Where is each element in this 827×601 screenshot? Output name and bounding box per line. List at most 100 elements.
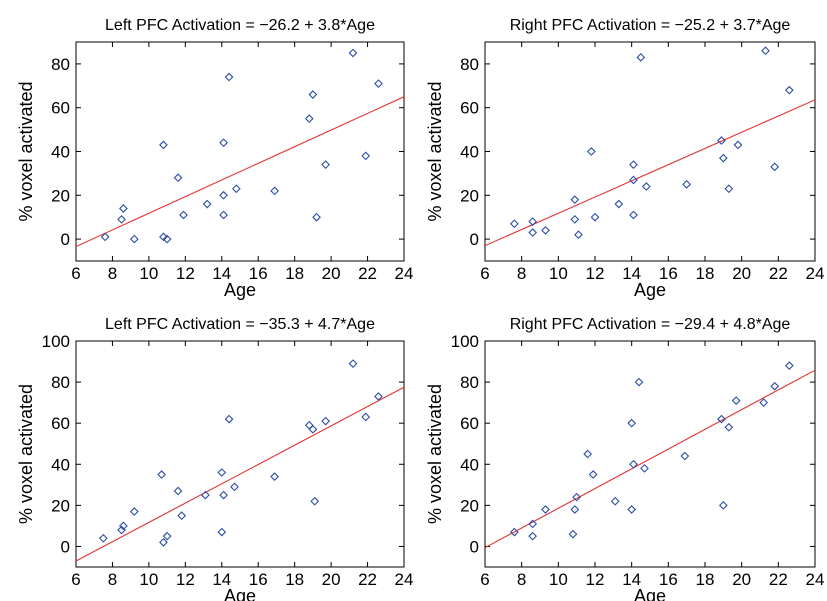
x-tick-label: 12 bbox=[586, 570, 605, 589]
x-tick-label: 20 bbox=[732, 264, 751, 283]
data-point bbox=[321, 160, 331, 170]
y-tick-label: 20 bbox=[460, 496, 479, 515]
regression-line bbox=[485, 369, 815, 549]
y-tick-label: 60 bbox=[51, 414, 70, 433]
data-point bbox=[588, 470, 598, 479]
data-point bbox=[528, 531, 538, 541]
x-tick-label: 10 bbox=[139, 264, 158, 283]
x-tick-label: 22 bbox=[769, 570, 788, 589]
data-point bbox=[717, 136, 726, 145]
data-point bbox=[230, 482, 239, 492]
data-point bbox=[570, 195, 580, 205]
y-tick-label: 40 bbox=[460, 455, 479, 474]
data-point bbox=[129, 234, 139, 244]
y-tick-label: 60 bbox=[460, 99, 479, 118]
x-axis-label: Age bbox=[634, 280, 666, 300]
y-tick-label: 80 bbox=[460, 55, 479, 74]
panel-right-pfc-top: Right PFC Activation = −25.2 + 3.7*Age 6 8… bbox=[425, 17, 824, 300]
data-point bbox=[627, 505, 637, 514]
data-point bbox=[159, 140, 168, 150]
x-tick-label: 18 bbox=[696, 264, 715, 283]
chart-title: Right PFC Activation = −29.4 + 4.8*Age bbox=[510, 316, 791, 333]
y-tick-label: 0 bbox=[470, 537, 479, 556]
x-tick-label: 10 bbox=[549, 570, 568, 589]
x-tick-label: 24 bbox=[806, 264, 825, 283]
data-point bbox=[634, 377, 644, 387]
data-point bbox=[610, 496, 620, 506]
x-tick-label: 16 bbox=[249, 264, 268, 283]
x-tick-label: 22 bbox=[358, 264, 377, 283]
data-point bbox=[100, 232, 110, 242]
data-point bbox=[717, 414, 726, 424]
plot-frame bbox=[75, 41, 405, 262]
data-point bbox=[219, 138, 228, 148]
data-point bbox=[784, 85, 794, 95]
data-point bbox=[770, 162, 780, 172]
data-point bbox=[312, 212, 321, 222]
data-point bbox=[202, 199, 212, 209]
data-point bbox=[541, 505, 550, 514]
data-point bbox=[374, 79, 383, 88]
data-point bbox=[583, 449, 593, 459]
x-tick-label: 6 bbox=[480, 570, 489, 589]
data-point bbox=[348, 359, 358, 368]
data-point bbox=[157, 470, 167, 479]
regression-line bbox=[485, 99, 815, 247]
data-point bbox=[159, 232, 168, 242]
data-point bbox=[629, 160, 638, 170]
x-tick-label: 16 bbox=[249, 570, 268, 589]
data-point bbox=[321, 416, 331, 426]
plot-frame bbox=[484, 340, 816, 568]
data-point bbox=[614, 199, 624, 209]
data-point bbox=[636, 52, 646, 62]
data-point bbox=[162, 234, 172, 244]
y-tick-label: 80 bbox=[51, 55, 70, 74]
data-point bbox=[119, 521, 128, 531]
panel-left-pfc-top: Left PFC Activation = −26.2 + 3.8*Age 6 8 1… bbox=[16, 17, 413, 300]
data-point bbox=[731, 396, 741, 405]
y-tick-label: 0 bbox=[61, 230, 70, 249]
regression-line bbox=[76, 96, 404, 248]
x-tick-label: 20 bbox=[322, 264, 341, 283]
x-axis-label: Age bbox=[634, 586, 666, 601]
y-tick-label: 0 bbox=[61, 537, 70, 556]
data-point bbox=[629, 459, 638, 469]
x-tick-label: 12 bbox=[176, 570, 195, 589]
x-tick-label: 6 bbox=[71, 570, 80, 589]
x-tick-label: 12 bbox=[586, 264, 605, 283]
data-point bbox=[224, 414, 234, 424]
y-axis-label: % voxel activated bbox=[16, 384, 36, 524]
x-tick-label: 20 bbox=[322, 570, 341, 589]
data-point bbox=[173, 173, 183, 183]
y-axis-label: % voxel activated bbox=[425, 384, 445, 524]
data-point bbox=[627, 418, 637, 428]
data-point bbox=[162, 531, 172, 541]
data-point bbox=[509, 219, 519, 229]
data-point bbox=[718, 500, 728, 510]
y-axis-label: % voxel activated bbox=[425, 81, 445, 221]
data-point bbox=[568, 529, 578, 539]
regression-line bbox=[76, 386, 404, 562]
y-tick-label: 80 bbox=[460, 373, 479, 392]
x-tick-label: 14 bbox=[212, 264, 231, 283]
data-point bbox=[270, 472, 279, 481]
x-tick-label: 8 bbox=[517, 264, 526, 283]
y-tick-label: 20 bbox=[51, 496, 70, 515]
data-point bbox=[117, 215, 126, 224]
plot-frame bbox=[75, 340, 405, 568]
data-point bbox=[98, 533, 108, 543]
x-axis-label: Age bbox=[224, 280, 256, 300]
data-point bbox=[570, 505, 580, 514]
data-point bbox=[528, 217, 538, 226]
data-point bbox=[770, 381, 780, 391]
x-tick-label: 6 bbox=[71, 264, 80, 283]
data-point bbox=[217, 468, 227, 477]
x-tick-label: 18 bbox=[696, 570, 715, 589]
data-point bbox=[682, 179, 692, 189]
x-tick-label: 24 bbox=[395, 264, 414, 283]
data-point bbox=[640, 464, 649, 473]
data-point bbox=[680, 451, 690, 461]
panel-left-pfc-bottom: Left PFC Activation = −35.3 + 4.7*Age 6 8 1… bbox=[16, 316, 413, 601]
x-tick-label: 18 bbox=[285, 264, 304, 283]
y-tick-label: 40 bbox=[51, 455, 70, 474]
